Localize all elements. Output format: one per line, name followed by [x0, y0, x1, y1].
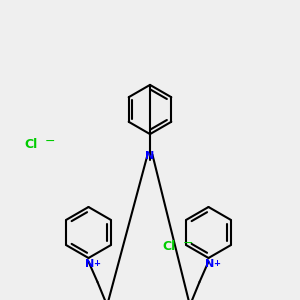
Text: Cl: Cl [24, 137, 37, 151]
Text: Cl: Cl [162, 239, 175, 253]
Text: N: N [85, 259, 94, 269]
Text: −: − [182, 236, 193, 250]
Text: N: N [146, 151, 154, 161]
Text: +: + [93, 259, 100, 268]
Text: −: − [44, 134, 55, 148]
Text: +: + [213, 259, 220, 268]
Text: N: N [205, 259, 214, 269]
